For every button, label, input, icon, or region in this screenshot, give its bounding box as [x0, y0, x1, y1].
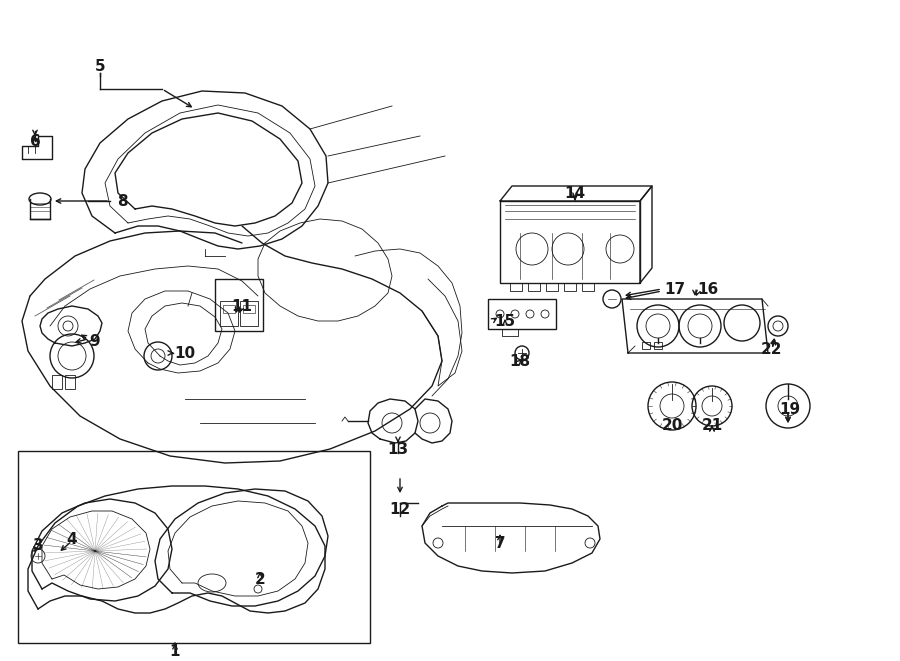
- Bar: [65, 375, 75, 389]
- Text: 21: 21: [701, 418, 723, 434]
- Text: 18: 18: [509, 354, 531, 368]
- Bar: [582, 283, 594, 291]
- Bar: [223, 305, 235, 313]
- Text: 11: 11: [231, 299, 253, 313]
- Bar: [510, 283, 522, 291]
- Text: 4: 4: [67, 531, 77, 547]
- Bar: [243, 305, 255, 313]
- Text: 7: 7: [495, 535, 505, 551]
- Text: 2: 2: [255, 572, 266, 586]
- Text: 5: 5: [94, 59, 105, 73]
- Text: 15: 15: [494, 313, 516, 329]
- Bar: [220, 301, 238, 326]
- Bar: [564, 283, 576, 291]
- Text: 17: 17: [664, 282, 686, 297]
- Bar: [52, 375, 62, 389]
- Text: 1: 1: [170, 644, 180, 658]
- Bar: [642, 342, 650, 349]
- Text: 13: 13: [387, 442, 409, 457]
- Bar: [546, 283, 558, 291]
- Circle shape: [254, 585, 262, 593]
- Text: 3: 3: [32, 539, 43, 553]
- Bar: [18, 451, 370, 643]
- Bar: [488, 299, 556, 329]
- Text: 16: 16: [698, 282, 718, 297]
- Text: 9: 9: [90, 334, 100, 348]
- Text: 8: 8: [117, 194, 127, 208]
- Text: 10: 10: [175, 346, 195, 360]
- Bar: [528, 283, 540, 291]
- Bar: [240, 301, 258, 326]
- Bar: [654, 342, 662, 349]
- Bar: [500, 201, 640, 283]
- Text: 12: 12: [390, 502, 410, 516]
- Text: 14: 14: [564, 186, 586, 200]
- Text: 22: 22: [761, 342, 783, 356]
- Text: 20: 20: [662, 418, 683, 434]
- Bar: [215, 279, 263, 331]
- Text: 19: 19: [779, 401, 801, 416]
- Text: 6: 6: [30, 134, 40, 149]
